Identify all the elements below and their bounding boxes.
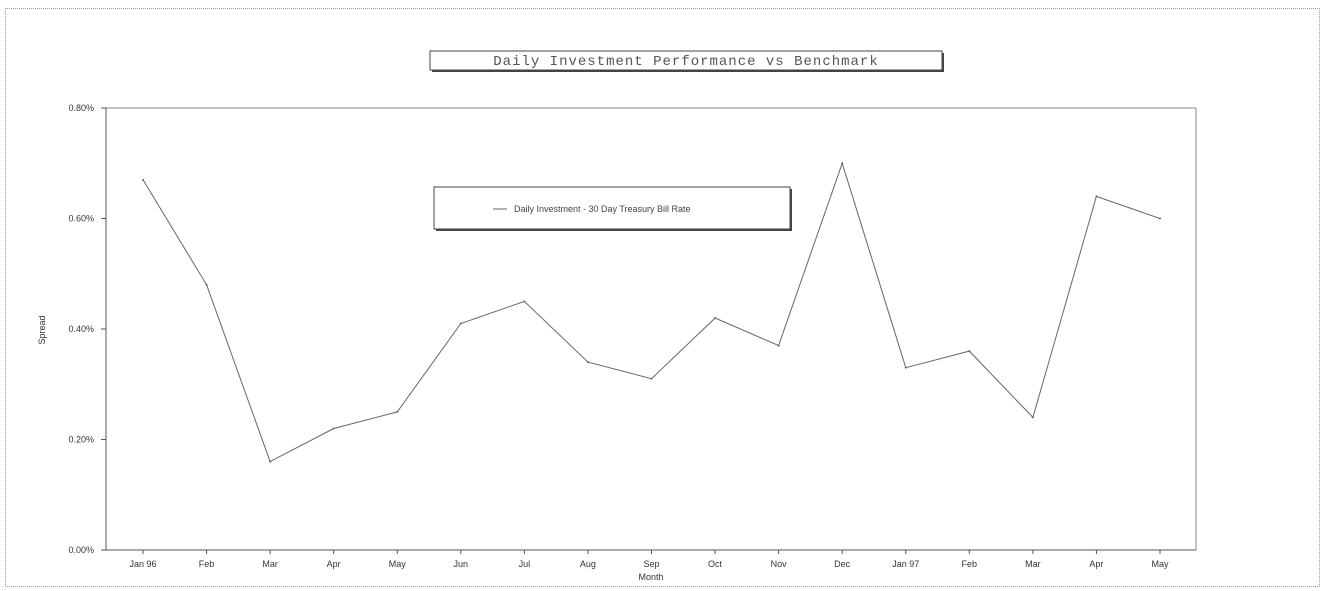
y-axis-title: Spread	[37, 315, 47, 344]
data-point	[904, 366, 907, 369]
chart-title: Daily Investment Performance vs Benchmar…	[493, 54, 878, 70]
data-point	[1031, 416, 1034, 419]
y-tick-label: 0.00%	[68, 545, 94, 555]
data-point	[269, 460, 272, 463]
data-point	[523, 300, 526, 303]
x-tick-label: Apr	[1089, 559, 1103, 569]
y-tick-label: 0.20%	[68, 435, 94, 445]
x-tick-label: Oct	[708, 559, 723, 569]
x-tick-label: May	[1151, 559, 1169, 569]
y-tick-label: 0.80%	[68, 103, 94, 113]
x-axis-ticks: Jan 96 Feb Mar Apr May Jun Jul Aug Sep Oct Nov Dec J…	[129, 550, 1169, 569]
data-point	[459, 322, 462, 325]
x-tick-label: Dec	[834, 559, 851, 569]
y-tick-label: 0.60%	[68, 214, 94, 224]
data-point	[332, 427, 335, 430]
y-tick-label: 0.40%	[68, 324, 94, 334]
x-axis-title: Month	[638, 572, 663, 582]
x-tick-label: Mar	[1025, 559, 1041, 569]
x-tick-label: Nov	[771, 559, 788, 569]
data-point	[396, 410, 399, 413]
x-tick-label: Jan 96	[129, 559, 156, 569]
data-point	[841, 162, 844, 165]
data-point	[650, 377, 653, 380]
chart-frame	[5, 8, 1320, 587]
legend: Daily Investment - 30 Day Treasury Bill …	[433, 186, 792, 231]
data-point	[777, 344, 780, 347]
x-tick-label: Feb	[962, 559, 978, 569]
data-point	[1095, 195, 1098, 198]
y-axis-ticks: 0.00% 0.20% 0.40% 0.60% 0.80%	[68, 103, 106, 555]
legend-box	[433, 186, 791, 230]
data-point	[205, 283, 208, 286]
x-tick-label: Aug	[580, 559, 596, 569]
data-point	[142, 178, 144, 181]
x-tick-label: Jun	[454, 559, 469, 569]
x-tick-label: Jul	[519, 559, 531, 569]
series-group	[142, 161, 1161, 463]
legend-label: Daily Investment - 30 Day Treasury Bill …	[514, 204, 691, 214]
x-tick-label: Mar	[262, 559, 278, 569]
data-point	[968, 350, 971, 353]
x-tick-label: Sep	[643, 559, 659, 569]
x-tick-label: Apr	[327, 559, 341, 569]
plot-area	[105, 107, 1197, 551]
data-point	[714, 316, 717, 319]
data-point	[1159, 217, 1161, 220]
x-tick-label: Feb	[199, 559, 215, 569]
x-tick-label: May	[389, 559, 407, 569]
data-point	[586, 361, 589, 364]
x-tick-label: Jan 97	[892, 559, 919, 569]
